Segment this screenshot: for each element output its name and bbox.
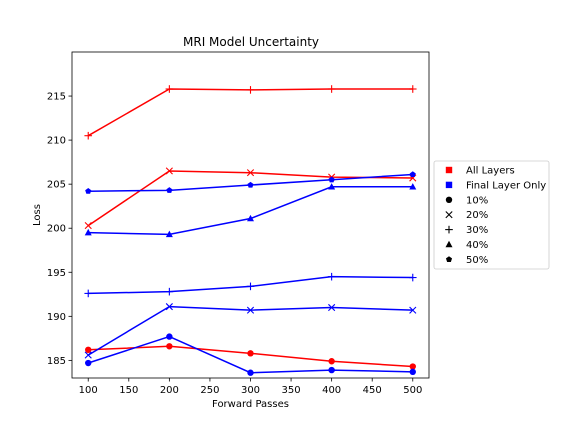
legend-marker <box>445 181 453 189</box>
x-tick-label: 100 <box>79 385 98 396</box>
data-point <box>84 221 92 230</box>
data-point <box>84 289 93 298</box>
legend-label: 40% <box>466 240 488 251</box>
data-point <box>408 273 417 282</box>
data-point <box>84 131 93 140</box>
data-point <box>408 85 417 93</box>
y-tick-label: 185 <box>47 356 66 367</box>
legend-item: All Layers <box>445 166 515 177</box>
x-tick-label: 450 <box>363 385 382 396</box>
data-point <box>165 85 174 93</box>
legend-marker <box>445 166 453 174</box>
legend-item: 20% <box>445 210 488 221</box>
x-tick-label: 300 <box>241 385 260 396</box>
legend-label: 10% <box>466 195 488 206</box>
data-point <box>328 358 335 365</box>
x-axis: 100 150 200 250 300 350 400 450 500 <box>79 378 422 396</box>
data-point <box>84 351 92 359</box>
x-axis-label: Forward Passes <box>212 399 289 410</box>
x-tick-label: 400 <box>322 385 341 396</box>
data-point <box>247 214 254 222</box>
legend-frame <box>433 160 550 270</box>
legend-label: 30% <box>466 225 488 236</box>
x-tick-label: 500 <box>403 385 422 396</box>
legend-marker <box>445 256 453 262</box>
series-4 <box>84 303 417 359</box>
data-point <box>166 187 173 193</box>
series-layer <box>84 85 417 376</box>
legend-items: All Layers Final Layer Only 10% 20% 30% 40% 50… <box>445 166 546 266</box>
legend-item: 10% <box>445 195 488 206</box>
series-2 <box>84 85 417 140</box>
legend-label: 50% <box>466 255 488 266</box>
data-point <box>409 363 416 370</box>
series-7 <box>85 171 416 194</box>
data-point <box>165 167 173 175</box>
chart-title: MRI Model Uncertainty <box>183 35 319 49</box>
data-point <box>327 85 336 93</box>
y-tick-label: 205 <box>47 180 66 191</box>
data-point <box>328 303 336 312</box>
data-point <box>327 272 336 281</box>
data-point <box>85 359 92 367</box>
y-axis: 185 190 195 200 205 210 215 <box>47 92 72 367</box>
data-point <box>246 282 255 291</box>
legend-label: Final Layer Only <box>466 180 546 191</box>
legend-label: All Layers <box>466 166 515 177</box>
data-point <box>409 368 416 376</box>
legend: All Layers Final Layer Only 10% 20% 30% 40% 50… <box>433 160 550 270</box>
legend-marker <box>445 240 453 248</box>
data-point <box>85 346 92 354</box>
data-point <box>85 188 92 194</box>
data-point <box>409 171 416 178</box>
data-point <box>328 176 335 183</box>
y-tick-label: 195 <box>47 268 66 279</box>
data-point <box>409 183 417 190</box>
data-point <box>165 230 173 238</box>
data-point <box>328 366 335 374</box>
y-tick-label: 200 <box>47 224 66 235</box>
legend-marker <box>445 225 453 234</box>
data-point <box>328 183 336 190</box>
data-point <box>165 303 173 311</box>
plot-frame <box>71 51 430 379</box>
legend-marker <box>445 211 453 219</box>
data-point <box>247 369 254 376</box>
legend-item: 30% <box>445 225 488 236</box>
y-tick-label: 215 <box>47 92 66 103</box>
data-point <box>84 228 92 236</box>
data-point <box>166 343 173 350</box>
legend-item: Final Layer Only <box>445 180 546 191</box>
x-tick-label: 350 <box>282 385 301 396</box>
y-axis-label: Loss <box>32 204 43 226</box>
data-point <box>246 86 255 94</box>
legend-label: 20% <box>466 210 488 221</box>
legend-item: 50% <box>445 255 488 266</box>
data-point <box>246 306 255 314</box>
x-tick-label: 250 <box>200 385 219 396</box>
data-point <box>246 169 255 177</box>
data-point <box>166 333 173 340</box>
data-point <box>409 306 417 314</box>
y-tick-label: 190 <box>47 312 66 323</box>
series-5 <box>84 272 417 298</box>
x-tick-label: 200 <box>160 385 179 396</box>
data-point <box>247 350 254 357</box>
legend-item: 40% <box>445 240 488 251</box>
data-point <box>247 181 254 188</box>
series-0 <box>85 343 416 370</box>
y-tick-label: 210 <box>47 136 66 147</box>
series-3 <box>85 333 416 376</box>
legend-marker <box>445 196 453 203</box>
data-point <box>165 287 174 296</box>
x-tick-label: 150 <box>119 385 138 396</box>
series-6 <box>84 183 417 238</box>
